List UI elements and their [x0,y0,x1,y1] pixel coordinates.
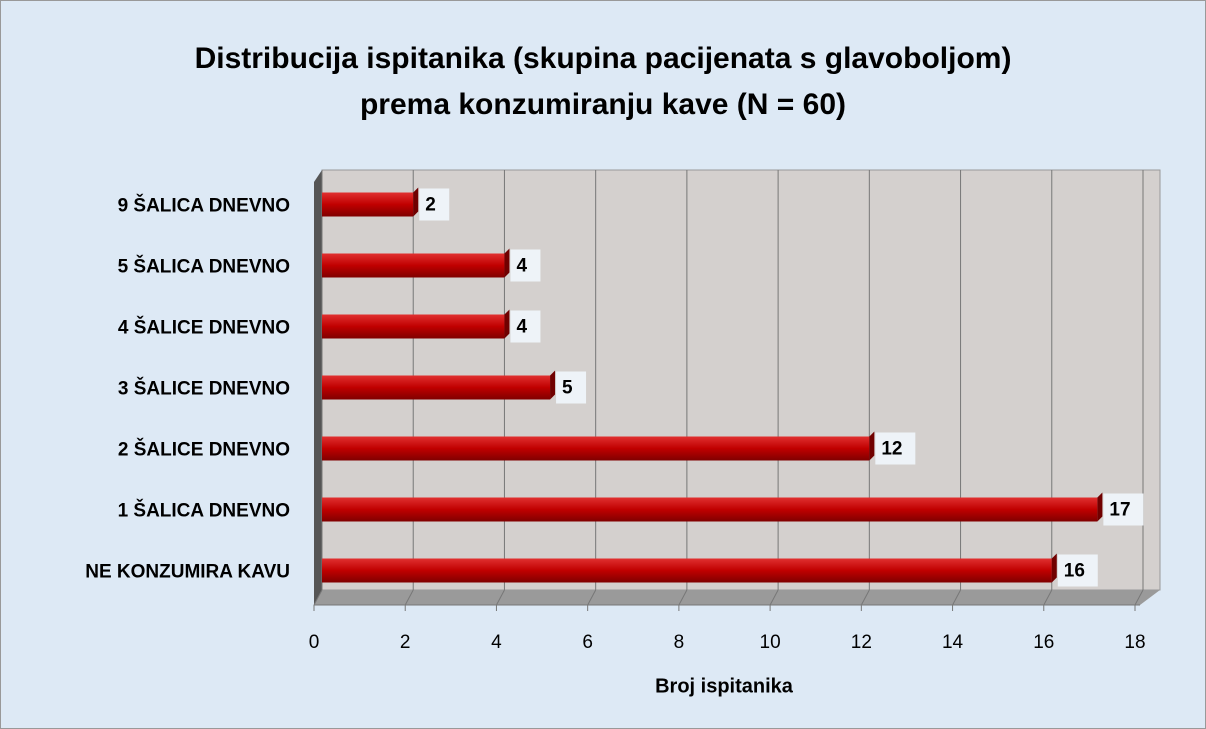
x-tick-label: 4 [491,632,502,653]
grid-line [587,589,597,606]
grid-line [769,589,779,606]
value-label: 4 [516,317,527,338]
value-label-box [1103,493,1144,526]
y-tick-label: 2 ŠALICE DNEVNO [118,439,290,461]
x-tick-label: 18 [1124,632,1145,653]
value-label: 12 [881,439,902,460]
bar-end [1097,492,1103,522]
value-label: 2 [425,195,436,216]
bar-end [413,187,419,217]
x-tick-label: 10 [760,632,781,653]
value-label: 17 [1109,500,1130,521]
value-label-box [510,249,541,282]
value-label-box [556,371,587,404]
grid-line [1134,589,1144,606]
y-tick-label: NE KONZUMIRA KAVU [85,562,290,583]
chart-title: prema konzumiranju kave (N = 60) [360,88,846,121]
grid-line [1043,589,1053,606]
bar-end [504,309,510,339]
bar [322,497,1098,522]
side-wall [314,170,322,605]
value-label-box [510,310,541,343]
y-tick-label: 5 ŠALICA DNEVNO [118,256,290,278]
grid-line [404,589,414,606]
bar [322,192,414,217]
grid-line [496,589,505,606]
bar-end [504,248,510,278]
value-label: 5 [562,378,573,399]
bar-end [869,431,875,461]
bar [322,558,1052,583]
grid-line [860,589,870,606]
x-axis-title: Broj ispitanika [655,675,794,697]
chart-title: Distribucija ispitanika (skupina pacijen… [195,42,1012,75]
bar [322,253,505,278]
x-tick-label: 0 [309,632,320,653]
floor [314,590,1160,605]
x-tick-label: 14 [942,632,964,653]
grid-line [952,589,961,606]
bar-end [1051,553,1057,583]
bar [322,375,551,400]
bar-end [550,370,556,400]
x-tick-label: 8 [674,632,685,653]
grid-line [313,589,323,606]
value-label: 4 [516,256,527,277]
x-tick-label: 6 [582,632,593,653]
value-label: 16 [1064,561,1085,582]
value-label-box [875,432,916,465]
bar [322,314,505,339]
x-tick-label: 16 [1033,632,1054,653]
value-label-box [1057,554,1098,587]
x-tick-label: 12 [851,632,872,653]
x-tick-label: 2 [400,632,411,653]
y-tick-label: 4 ŠALICE DNEVNO [118,317,290,339]
y-tick-label: 3 ŠALICE DNEVNO [118,378,290,400]
y-tick-label: 9 ŠALICA DNEVNO [118,195,290,217]
bar [322,436,870,461]
y-tick-label: 1 ŠALICA DNEVNO [118,500,290,522]
value-label-box [419,188,450,221]
grid-line [678,589,688,606]
